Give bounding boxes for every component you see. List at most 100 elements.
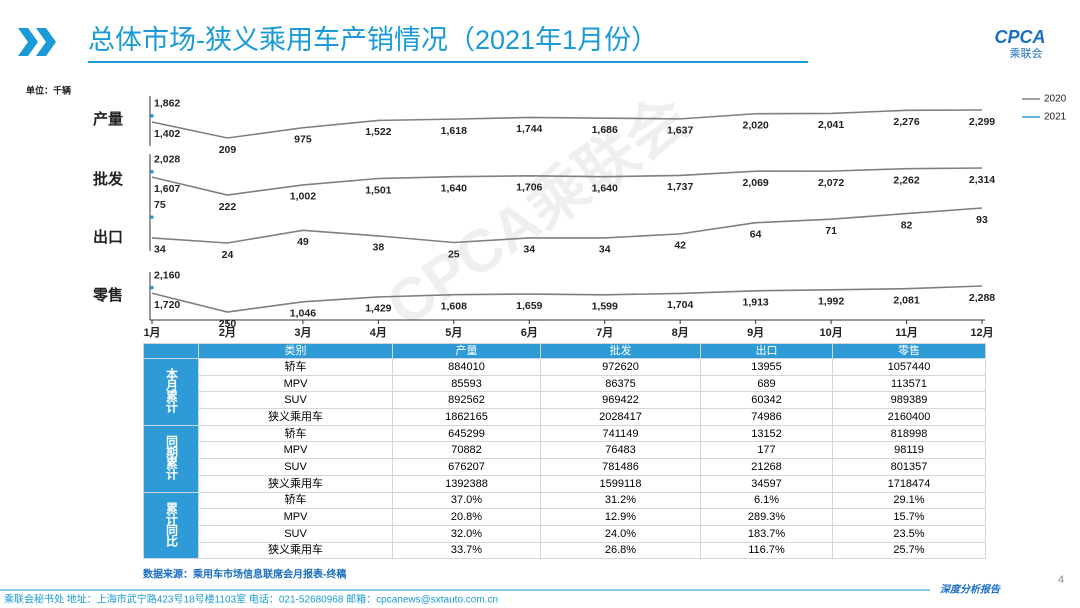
data-label: 222 [219,201,237,213]
x-tick-label: 9月 [747,326,764,339]
chevron [18,28,38,56]
data-label: 1,913 [742,297,768,309]
data-label: 2,020 [742,120,768,132]
table-cell: 狭义乘用车 [198,541,393,560]
data-label: 2,276 [893,116,919,128]
table-cell: 33.7% [392,541,541,560]
table-cell: 76483 [540,441,701,460]
data-label: 1,599 [592,301,618,313]
header-cell: 零售 [832,343,986,359]
table-row: SUV 32.0% 24.0% 183.7% 23.5% [144,524,986,543]
group-label: 累计同比 [164,501,179,546]
series-point [150,114,154,118]
table-row: SUV 676207 781486 21268 801357 [144,458,986,476]
table-row: MPV 20.8% 12.9% 289.3% 15.7% [144,508,986,526]
table-cell: 85593 [392,374,541,393]
series-line [151,285,983,313]
data-label: 1,640 [441,182,467,194]
table-cell: 98119 [832,441,986,460]
table-cell: 1599118 [540,474,701,493]
data-label: 2,288 [969,292,995,304]
data-label: 1,706 [516,182,542,194]
group-label: 同期累计 [164,435,179,480]
table-cell: 801357 [832,458,986,476]
data-label: 93 [976,214,988,226]
panel-label: 批发 [93,170,124,188]
panel-label: 产量 [93,110,123,128]
header-cell: 类别 [198,343,393,359]
title: 总体市场-狭义乘用车产销情况（2021年1月份） [88,25,658,55]
data-label: 1,720 [154,299,180,311]
legend-label: 2020 [1044,94,1067,105]
data-label: 34 [599,244,611,256]
data-label: 1,002 [290,191,316,203]
series-point [150,215,154,219]
header-cell [143,343,199,359]
data-label: 2,072 [818,177,844,189]
table-cell: 70882 [392,441,541,460]
unit-label: 单位：千辆 [26,84,71,95]
data-label: 1,737 [667,181,693,193]
data-label: 1,608 [441,300,467,312]
table-row: 狭义乘用车 1862165 2028417 74986 2160400 [144,408,986,426]
table-cell: 25.7% [832,541,986,560]
data-label: 2,069 [742,177,768,189]
data-label: 2,028 [154,153,180,165]
data-label: 75 [154,199,166,211]
table-row: MPV 70882 76483 177 98119 [144,441,986,460]
table-cell: 1392388 [392,474,541,493]
data-label: 1,640 [592,182,618,194]
data-label: 975 [294,134,312,146]
group-cell: 累计同比 [143,491,199,560]
table-cell: 轿车 [198,358,393,376]
data-label: 2,299 [969,116,995,128]
group-label: 本月累计 [164,368,179,413]
table-row: SUV 892562 969422 60342 989389 [144,391,986,410]
data-label: 209 [219,144,237,156]
x-tick-label: 10月 [819,326,842,339]
table-cell: 2160400 [832,408,986,426]
table-cell: 113571 [832,374,986,393]
data-label: 25 [448,248,460,260]
table-row: 本月累计 轿车 884010 972620 13955 1057440 [143,358,986,426]
data-label: 1,618 [441,125,467,137]
series-point [150,285,154,290]
x-tick-label: 2月 [219,326,236,339]
table-cell: MPV [198,441,393,460]
table-row: MPV 85593 86375 689 113571 [144,374,986,393]
table-cell: 818998 [832,424,986,443]
table-cell: SUV [198,458,393,476]
data-table: 类别 产量 批发 出口 零售 本月累计 轿车 884010 972620 13955 1057440… [143,343,986,560]
table-cell: 34597 [700,474,833,493]
data-label: 2,081 [893,294,919,306]
data-label: 34 [154,244,166,256]
table-cell: 972620 [540,358,701,376]
data-label: 2,160 [154,269,180,281]
table-cell: 741149 [540,424,701,443]
data-label: 42 [674,240,686,252]
table-cell: 狭义乘用车 [198,408,393,426]
table-cell: 676207 [392,458,541,476]
header-row: 类别 产量 批发 出口 零售 [143,343,986,359]
data-label: 1,402 [154,128,180,140]
x-tick-label: 12月 [970,326,993,339]
table-cell: 289.3% [700,508,833,526]
data-label: 49 [297,236,309,248]
table-container: 类别 产量 批发 出口 零售 本月累计 轿车 884010 972620 13955 1057440… [143,343,986,560]
header-cell: 出口 [700,343,833,359]
x-tick-label: 8月 [672,326,689,339]
table-cell: 15.7% [832,508,986,526]
table-cell: 12.9% [540,508,701,526]
table-cell: 1057440 [832,358,986,376]
table-cell: 13955 [700,358,833,376]
table-cell: 884010 [392,358,541,376]
table-cell: SUV [198,391,393,410]
table-cell: 183.7% [700,524,833,543]
chevron [36,28,56,56]
logo: CPCA [994,27,1045,47]
table-cell: MPV [198,508,393,526]
footer-contact: 乘联会秘书处 地址：上海市武宁路423号18号楼1103室 电话：021-526… [4,593,498,606]
series-point [150,169,154,174]
table-cell: 轿车 [198,424,393,443]
